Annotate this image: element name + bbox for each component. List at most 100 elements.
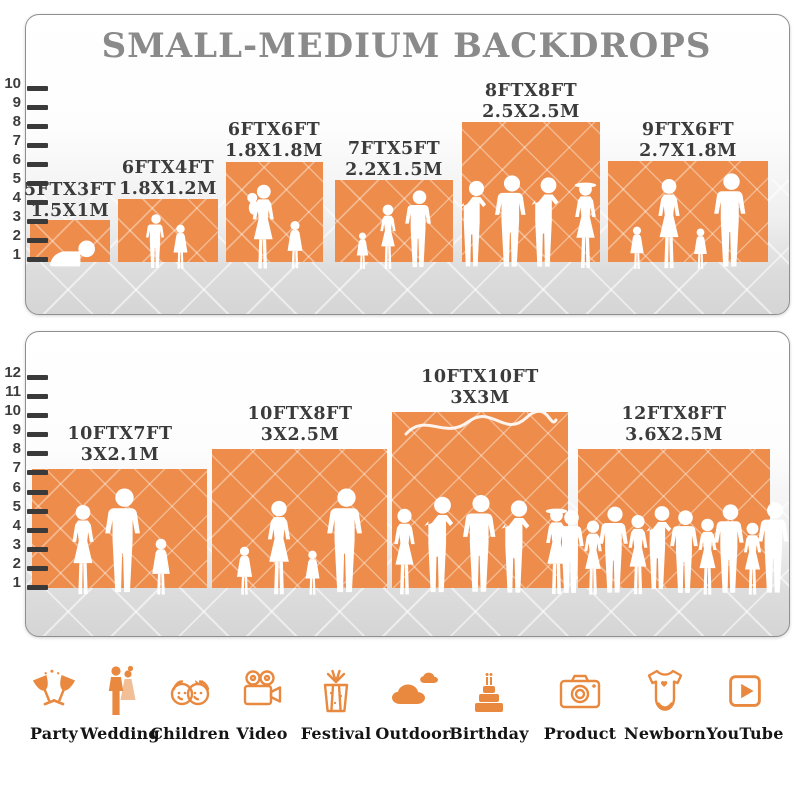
ruler-tick <box>27 181 48 186</box>
ruler-number: 3 <box>12 535 21 553</box>
ruler-row: 3 <box>0 536 60 555</box>
ruler-bottom: 12 11 10 9 8 7 6 5 4 3 2 1 <box>0 364 60 593</box>
silhouettes-group-five <box>392 494 568 596</box>
silhouette-girl-icon <box>691 228 710 270</box>
category-youtube: YouTube <box>703 662 787 743</box>
ruler-row: 2 <box>0 555 60 574</box>
ruler-top: 10 9 8 7 6 5 4 3 2 1 <box>0 75 60 265</box>
silhouettes-children <box>118 214 218 270</box>
ruler-tick <box>27 470 48 476</box>
category-label: Children <box>150 724 230 743</box>
category-label: YouTube <box>706 724 784 743</box>
size-m: 3.6X2.5M <box>625 424 723 445</box>
ruler-tick <box>27 257 48 262</box>
ruler-number: 9 <box>12 421 21 439</box>
backdrop-6ftx6ft <box>226 162 323 262</box>
ruler-number: 2 <box>12 554 21 572</box>
backdrop-7ftx5ft <box>335 180 453 262</box>
category-birthday: Birthday <box>447 662 531 743</box>
backdrop-label: 6FTX4FT 1.8X1.2M <box>108 158 228 199</box>
silhouette-man-icon <box>714 173 749 270</box>
silhouette-girl-icon <box>284 220 306 270</box>
ruler-tick <box>27 219 48 224</box>
video-icon <box>243 670 282 706</box>
silhouette-woman-icon <box>65 504 101 596</box>
silhouette-man-icon <box>500 500 538 596</box>
ruler-tick <box>27 200 48 205</box>
ruler-tick <box>27 527 48 533</box>
silhouette-girl-icon <box>170 224 191 270</box>
size-ft: 9FTX6FT <box>641 120 735 140</box>
category-label: Video <box>236 724 288 743</box>
ruler-number: 4 <box>12 516 21 534</box>
ruler-number: 8 <box>12 440 21 458</box>
wedding-icon <box>108 665 136 715</box>
size-m: 1.5X1M <box>30 200 110 221</box>
ruler-number: 11 <box>5 383 21 401</box>
category-row: Party Wedding Children <box>0 662 800 782</box>
backdrop-label: 9FTX6FT 2.7X1.8M <box>628 120 748 161</box>
ruler-number: 6 <box>12 151 21 168</box>
size-m: 3X2.1M <box>80 444 160 465</box>
ruler-tick <box>27 375 48 380</box>
ruler-row: 6 <box>0 151 60 170</box>
category-festival: Festival <box>294 662 378 743</box>
size-m: 2.5X2.5M <box>482 101 580 122</box>
ruler-row: 3 <box>0 208 60 227</box>
ruler-number: 9 <box>12 94 21 111</box>
birthday-icon <box>475 673 503 712</box>
ruler-row: 5 <box>0 170 60 189</box>
backdrop-6ftx4ft <box>118 199 218 262</box>
backdrop-label: 12FTX8FT 3.6X2.5M <box>609 404 739 445</box>
category-label: Outdoor <box>375 724 451 743</box>
category-outdoor: Outdoor <box>371 662 455 743</box>
silhouette-woman-icon <box>387 508 422 596</box>
silhouettes-mother-child <box>226 184 323 270</box>
ruler-row: 10 <box>0 75 60 94</box>
watermark-squiggle <box>404 409 558 436</box>
youtube-icon <box>729 675 761 707</box>
size-ft: 6FTX6FT <box>227 120 321 140</box>
silhouette-girl-icon <box>233 546 256 596</box>
ruler-tick <box>27 162 48 167</box>
category-label: Birthday <box>449 724 529 743</box>
silhouette-man-icon <box>459 180 494 270</box>
ruler-number: 4 <box>12 189 21 206</box>
children-icon <box>170 680 210 706</box>
silhouettes-four-adults <box>462 175 600 270</box>
silhouettes-family-four <box>608 173 768 270</box>
ruler-number: 1 <box>12 574 21 592</box>
backdrop-5ftx3ft <box>30 220 110 262</box>
size-ft: 6FTX4FT <box>121 158 215 178</box>
party-icon <box>32 669 76 706</box>
size-m: 3X3M <box>450 387 510 408</box>
ruler-tick <box>27 565 48 571</box>
ruler-number: 6 <box>12 478 21 496</box>
ruler-row: 7 <box>0 132 60 151</box>
ruler-tick <box>27 238 48 243</box>
size-m: 2.2X1.5M <box>345 159 443 180</box>
ruler-number: 8 <box>12 113 21 130</box>
silhouette-man-icon <box>327 488 366 596</box>
ruler-tick <box>27 86 48 91</box>
ruler-tick <box>27 546 48 552</box>
ruler-number: 2 <box>12 227 21 244</box>
page-title: SMALL-MEDIUM BACKDROPS <box>101 26 712 66</box>
festival-icon <box>323 669 349 713</box>
ruler-number: 1 <box>12 246 21 263</box>
backdrop-label: 7FTX5FT 2.2X1.5M <box>334 139 454 180</box>
size-ft: 10FTX8FT <box>247 404 353 424</box>
ruler-tick <box>27 489 48 495</box>
size-m: 3X2.5M <box>260 424 340 445</box>
ruler-number: 5 <box>12 497 21 515</box>
ruler-row: 5 <box>0 498 60 517</box>
ruler-row: 2 <box>0 227 60 246</box>
ruler-row: 9 <box>0 94 60 113</box>
backdrop-label: 10FTX8FT 3X2.5M <box>240 404 360 445</box>
product-icon <box>559 674 601 709</box>
backdrop-label: 6FTX6FT 1.8X1.8M <box>214 120 334 161</box>
category-video: Video <box>220 662 304 743</box>
backdrop-10ftx10ft <box>392 412 568 588</box>
ruler-row: 1 <box>0 246 60 265</box>
